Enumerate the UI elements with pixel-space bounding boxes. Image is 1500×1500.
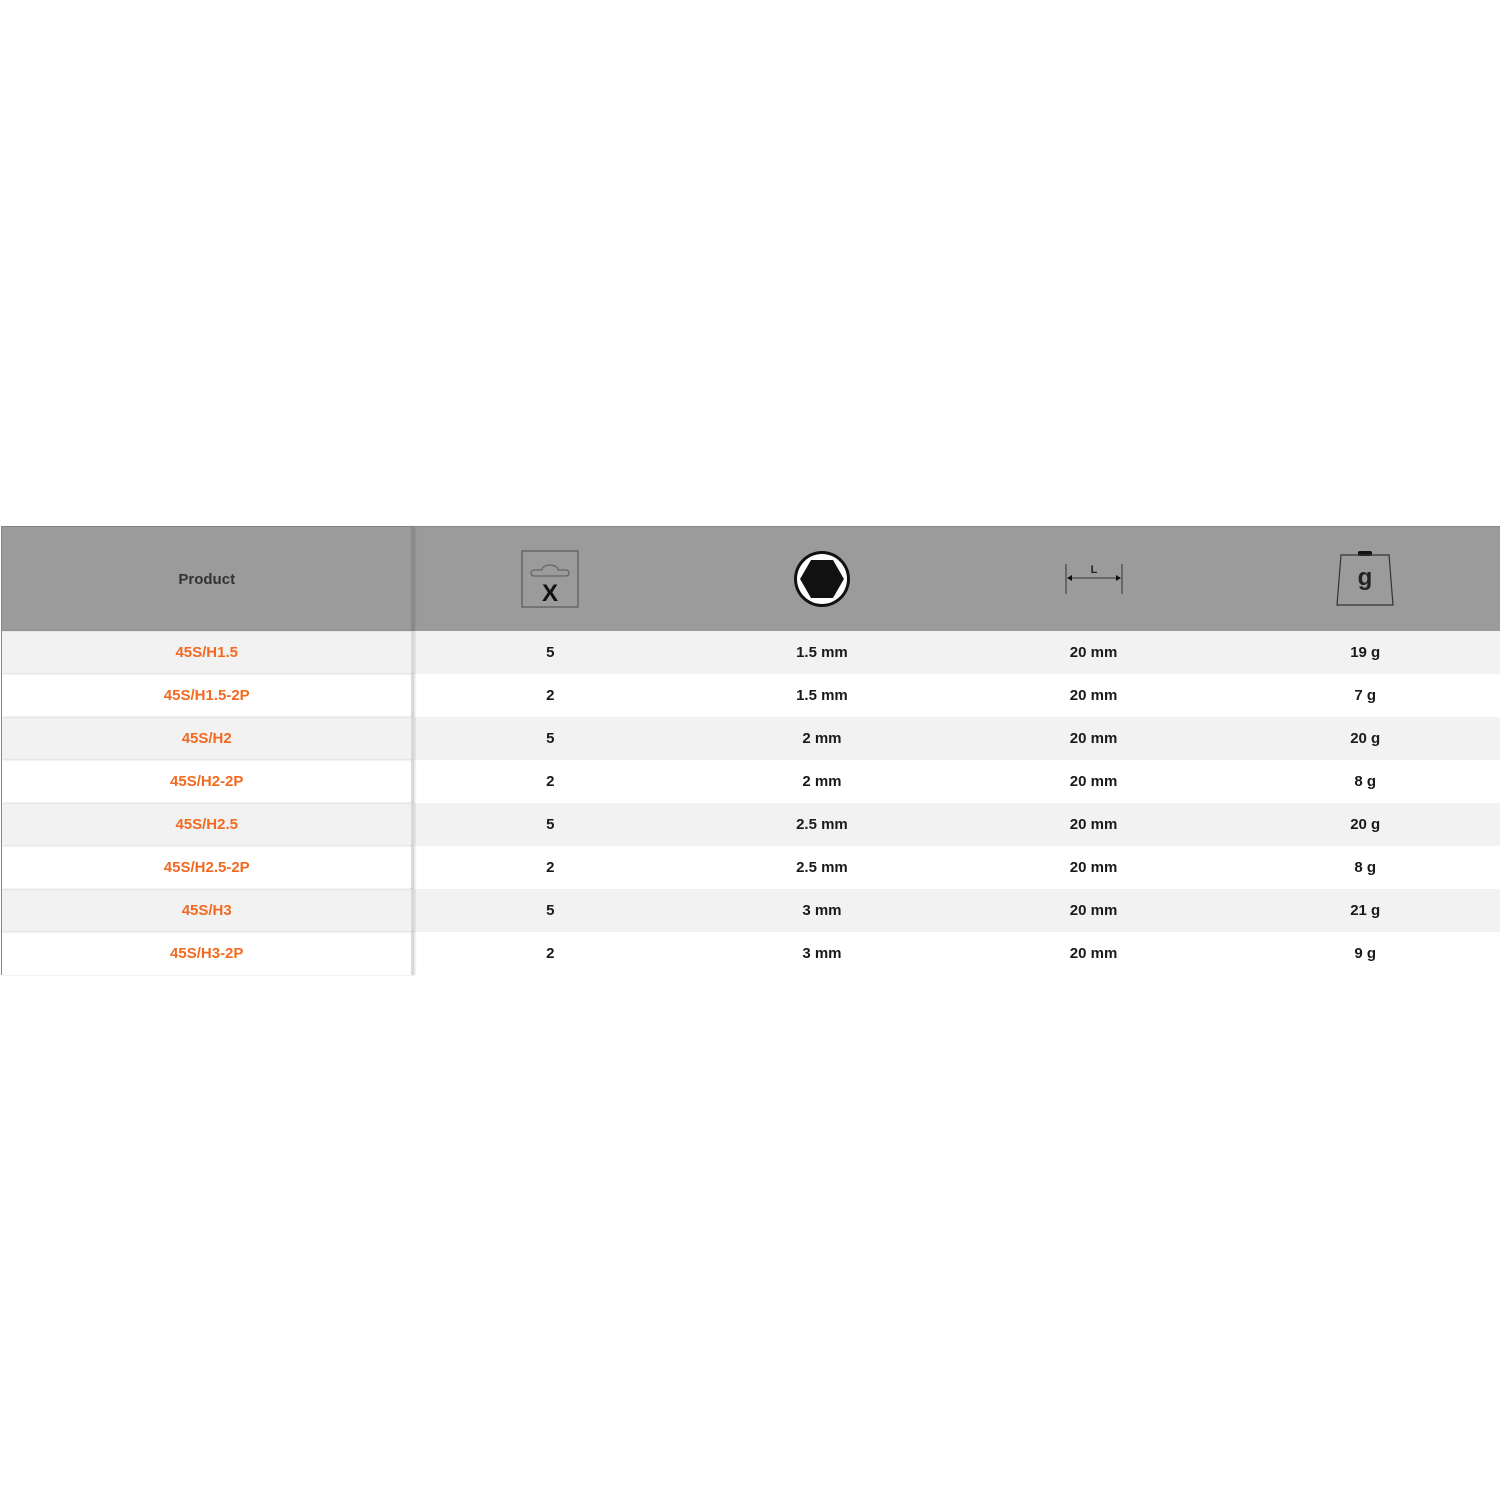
length-cell: 20 mm	[1069, 859, 1118, 876]
weight-cell: 8 g	[1354, 859, 1377, 876]
product-link[interactable]: 45S/H2.5	[2, 803, 415, 846]
quantity-cell: 2	[546, 859, 555, 876]
weight-cell: 8 g	[1354, 773, 1377, 790]
weight-icon: g	[1336, 551, 1394, 606]
weight-cell: 20 g	[1350, 816, 1381, 833]
quantity-cell: 5	[546, 902, 555, 919]
product-link[interactable]: 45S/H1.5-2P	[2, 674, 415, 717]
product-table: Product X L	[1, 526, 1500, 975]
table-row: 45S/H1.5-2P 2 1.5 mm 20 mm 7 g	[2, 674, 1500, 717]
size-cell: 3 mm	[802, 902, 842, 919]
weight-cell: 7 g	[1354, 687, 1377, 704]
quantity-cell: 2	[546, 687, 555, 704]
size-cell: 2.5 mm	[796, 816, 848, 833]
product-link[interactable]: 45S/H3-2P	[2, 932, 415, 975]
length-cell: 20 mm	[1069, 902, 1118, 919]
size-cell: 3 mm	[802, 945, 842, 962]
package-quantity-icon: X	[521, 550, 580, 608]
table-row: 45S/H1.5 5 1.5 mm 20 mm 19 g	[2, 631, 1500, 674]
weight-cell: 9 g	[1354, 945, 1377, 962]
table-row: 45S/H2-2P 2 2 mm 20 mm 8 g	[2, 760, 1500, 803]
svg-text:L: L	[1090, 564, 1097, 576]
length-cell: 20 mm	[1069, 687, 1118, 704]
length-cell: 20 mm	[1069, 945, 1118, 962]
length-cell: 20 mm	[1069, 644, 1118, 661]
length-icon: L	[1065, 564, 1123, 594]
length-cell: 20 mm	[1069, 816, 1118, 833]
quantity-cell: 2	[546, 945, 555, 962]
quantity-cell: 5	[546, 644, 555, 661]
size-cell: 2.5 mm	[796, 859, 848, 876]
size-cell: 2 mm	[802, 773, 842, 790]
weight-cell: 20 g	[1350, 730, 1381, 747]
quantity-cell: 5	[546, 730, 555, 747]
table-row: 45S/H3-2P 2 3 mm 20 mm 9 g	[2, 932, 1500, 975]
quantity-cell: 2	[546, 773, 555, 790]
table-header: Product X L	[2, 527, 1500, 631]
size-cell: 1.5 mm	[796, 644, 848, 661]
length-cell: 20 mm	[1069, 730, 1118, 747]
quantity-cell: 5	[546, 816, 555, 833]
size-cell: 2 mm	[802, 730, 842, 747]
weight-cell: 21 g	[1350, 902, 1381, 919]
table-row: 45S/H2.5-2P 2 2.5 mm 20 mm 8 g	[2, 846, 1500, 889]
weight-cell: 19 g	[1350, 644, 1381, 661]
table-row: 45S/H2.5 5 2.5 mm 20 mm 20 g	[2, 803, 1500, 846]
size-cell: 1.5 mm	[796, 687, 848, 704]
svg-text:g: g	[1358, 564, 1373, 591]
product-link[interactable]: 45S/H2.5-2P	[2, 846, 415, 889]
product-link[interactable]: 45S/H2	[2, 717, 415, 760]
svg-text:X: X	[542, 580, 558, 607]
length-cell: 20 mm	[1069, 773, 1118, 790]
product-link[interactable]: 45S/H2-2P	[2, 760, 415, 803]
table-row: 45S/H2 5 2 mm 20 mm 20 g	[2, 717, 1500, 760]
product-link[interactable]: 45S/H1.5	[2, 631, 415, 674]
product-link[interactable]: 45S/H3	[2, 889, 415, 932]
product-column-header: Product	[2, 527, 415, 631]
table-row: 45S/H3 5 3 mm 20 mm 21 g	[2, 889, 1500, 932]
hex-socket-size-icon	[793, 551, 850, 607]
